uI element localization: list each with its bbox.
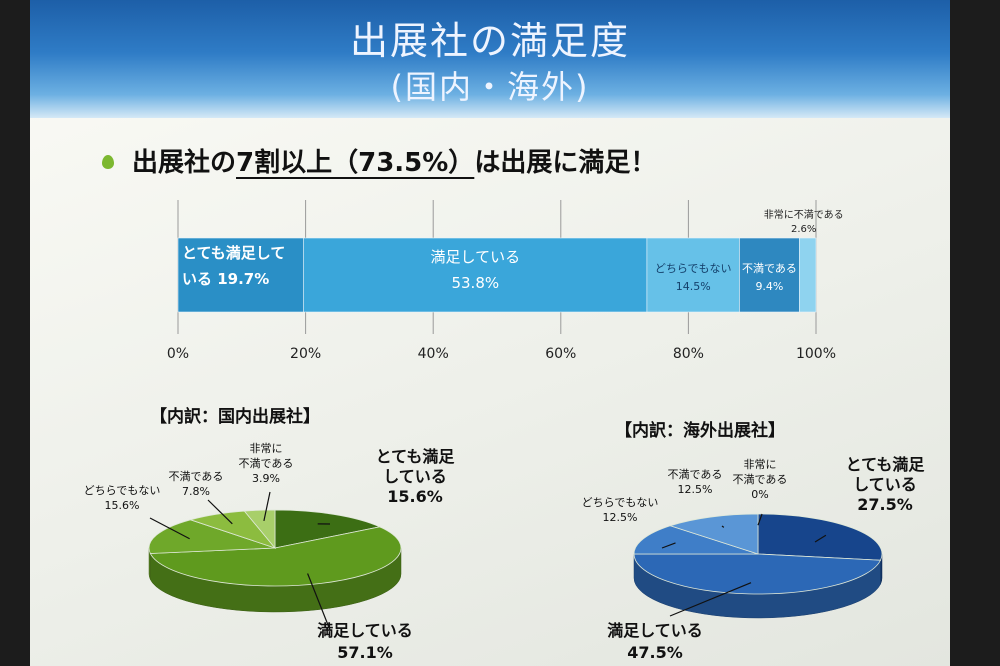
pie-slice-label: とても満足している 15.6%: [376, 447, 456, 506]
overseas-exhibitor-pie-chart: とても満足している 27.5% 満足している 47.5% どちらでもない 12.5% 不満で…: [582, 455, 926, 662]
bar-segment-callout-label: 非常に不満である 2.6%: [764, 208, 844, 235]
bar-x-tick-label: 80%: [673, 346, 704, 362]
overall-satisfaction-bar-chart: 0% 20% 40% 60% 80% 100% とても満足している 19.7% 満足している 5…: [167, 200, 844, 362]
headline-suffix: は出展に満足！: [474, 147, 657, 178]
pie-slice: [633, 553, 882, 595]
headline-bullet: 出展社の 7割以上（73.5%） は出展に満足！: [102, 140, 656, 180]
pie-slice-label: どちらでもない 15.6%: [84, 484, 161, 512]
bar-segment: [646, 237, 740, 313]
pie-leader-line: [814, 534, 827, 543]
bar-segment-label: どちらでもない 14.5%: [655, 262, 732, 293]
headline-emphasis: 7割以上（73.5%）: [236, 147, 475, 178]
bar-x-tick-label: 40%: [418, 346, 449, 362]
presentation-slide: 出展社の満足度 (国内・海外) 出展社の 7割以上（73.5%） は出展に満足！…: [30, 0, 950, 666]
leaf-bullet-icon: [102, 155, 114, 169]
pie-slice: [669, 513, 759, 555]
overseas-pie-title: 【内訳：海外出展社】: [615, 421, 785, 441]
pie-slice-label: 非常に不満である 3.9%: [239, 442, 294, 485]
pie-leader-line: [721, 525, 725, 528]
pie-slice: [274, 509, 381, 549]
bar-segment: [799, 237, 817, 313]
bar-x-tick-label: 100%: [796, 346, 836, 362]
pie-leader-line: [263, 491, 271, 521]
pie-slice: [243, 509, 276, 550]
bar-x-tick-label: 0%: [167, 346, 189, 362]
slide-subtitle: (国内・海外): [390, 68, 590, 106]
pie-leader-line: [207, 499, 233, 525]
pie-slice-label: 不満である 7.8%: [169, 470, 224, 498]
domestic-exhibitor-pie-chart: とても満足している 15.6% 満足している 57.1% どちらでもない 15.6% 不満で…: [84, 442, 456, 662]
bar-segment: [177, 237, 304, 313]
bar-segment-label: とても満足している 19.7%: [182, 244, 285, 288]
pie-leader-line: [757, 513, 763, 526]
headline-prefix: 出展社の: [132, 147, 237, 178]
pie-leader-line: [149, 517, 190, 540]
pie-slice: [148, 519, 276, 554]
pie-slice-label: 非常に不満である 0%: [733, 458, 788, 501]
domestic-pie-title: 【内訳：国内出展社】: [150, 407, 320, 427]
pie-slice: [757, 513, 883, 561]
bar-x-tick-label: 60%: [545, 346, 576, 362]
bar-segment-label: 不満である 9.4%: [742, 262, 797, 293]
pie-slice-label: 満足している 57.1%: [317, 621, 413, 662]
bar-segment: [303, 237, 648, 313]
pie-slice-label: 満足している 47.5%: [607, 621, 703, 662]
pie-slice: [149, 526, 402, 587]
pie-leader-line: [669, 582, 752, 617]
pie-slice-label: とても満足している 27.5%: [846, 455, 926, 514]
bar-x-tick-label: 20%: [290, 346, 321, 362]
bar-segment-label: 満足している 53.8%: [431, 248, 521, 292]
bar-segment: [739, 237, 800, 313]
slide-title: 出展社の満足度: [349, 19, 630, 63]
pie-leader-line: [307, 573, 331, 631]
slide-header: 出展社の満足度 (国内・海外): [30, 0, 950, 118]
pie-leader-line: [661, 542, 676, 549]
pie-slice-label: 不満である 12.5%: [668, 468, 723, 496]
pie-slice-label: どちらでもない 12.5%: [582, 496, 659, 524]
